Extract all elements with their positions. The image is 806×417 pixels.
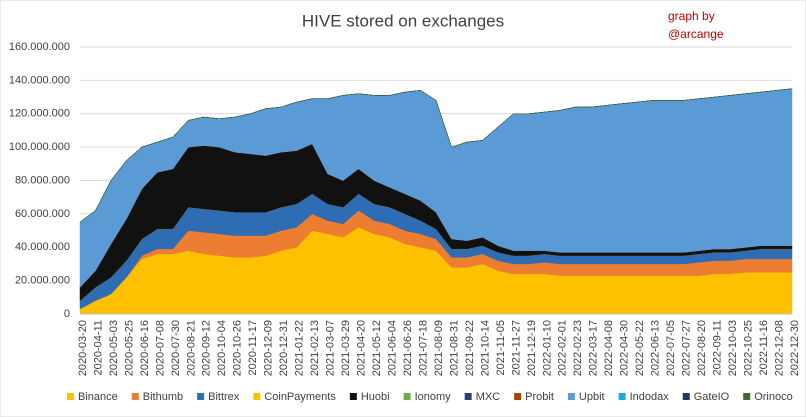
legend-label: Upbit (579, 391, 605, 403)
y-tick-label: 40.000.000 (15, 241, 70, 253)
x-tick-label: 2022-06-13 (650, 320, 662, 376)
legend-label: GateIO (694, 391, 730, 403)
legend-swatch (131, 393, 139, 400)
legend-swatch (403, 393, 411, 400)
x-tick-label: 2020-08-21 (185, 320, 197, 376)
y-tick-label: 0 (64, 308, 70, 320)
x-tick-label: 2022-12-08 (773, 320, 785, 376)
x-tick-label: 2022-04-30 (619, 320, 631, 376)
x-tick-label: 2021-08-31 (448, 320, 460, 376)
x-tick-label: 2020-12-09 (263, 320, 275, 376)
x-tick-label: 2020-09-12 (201, 320, 213, 376)
x-tick-label: 2022-02-23 (572, 320, 584, 376)
x-tick-label: 2022-07-05 (665, 320, 677, 376)
legend-swatch (567, 393, 575, 400)
x-tick-label: 2020-07-08 (154, 320, 166, 376)
x-tick-label: 2022-10-25 (742, 320, 754, 376)
y-tick-label: 120.000.000 (9, 108, 70, 120)
x-tick-label: 2021-02-13 (309, 320, 321, 376)
legend-swatch (197, 393, 205, 400)
x-tick-label: 2020-07-30 (170, 320, 182, 376)
x-tick-label: 2022-05-22 (634, 320, 646, 376)
x-tick-label: 2020-12-31 (278, 320, 290, 376)
x-tick-label: 2021-03-07 (325, 320, 337, 376)
legend-label: Bithumb (143, 391, 183, 403)
y-tick-label: 20.000.000 (15, 275, 70, 287)
x-tick-label: 2022-07-27 (681, 320, 693, 376)
x-tick-label: 2020-04-11 (92, 320, 104, 375)
y-tick-label: 140.000.000 (9, 74, 70, 86)
x-tick-label: 2021-07-18 (417, 320, 429, 376)
x-tick-label: 2020-03-20 (77, 320, 89, 376)
chart-title: HIVE stored on exchanges (302, 11, 504, 30)
x-tick-label: 2021-06-04 (386, 320, 398, 376)
legend-label: Huobi (361, 391, 390, 403)
x-tick-label: 2020-05-25 (123, 320, 135, 376)
legend-label: MXC (476, 391, 501, 403)
legend-swatch (464, 393, 472, 400)
area (79, 88, 793, 223)
legend-label: Ionomy (415, 391, 452, 403)
x-tick-label: 2021-08-09 (433, 320, 445, 376)
legend-swatch (253, 393, 261, 400)
x-tick-label: 2021-05-12 (371, 320, 383, 376)
legend-label: Bittrex (208, 391, 240, 403)
legend-swatch (682, 393, 690, 400)
x-tick-label: 2022-04-08 (603, 320, 615, 376)
x-tick-label: 2022-12-30 (789, 320, 801, 376)
legend-swatch (67, 393, 74, 400)
x-tick-label: 2020-06-16 (139, 320, 151, 376)
x-tick-label: 2020-11-17 (247, 320, 259, 375)
legend-label: Indodax (630, 391, 670, 403)
x-tick-label: 2021-01-22 (294, 320, 306, 376)
x-tick-label: 2021-11-27 (510, 320, 522, 375)
legend-swatch (743, 393, 751, 400)
legend-label: Probit (525, 391, 554, 403)
x-tick-label: 2021-04-20 (356, 320, 368, 376)
x-tick-label: 2021-03-29 (340, 320, 352, 376)
legend-label: CoinPayments (264, 391, 336, 403)
x-tick-label: 2022-08-20 (696, 320, 708, 376)
legend-swatch (349, 393, 357, 400)
legend-label: Orinoco (754, 391, 793, 403)
x-tick-label: 2020-05-03 (108, 320, 120, 376)
legend-label: Binance (78, 391, 118, 403)
x-tick-label: 2022-01-10 (541, 320, 553, 376)
x-tick-label: 2021-12-19 (526, 320, 538, 376)
x-tick-label: 2021-06-26 (402, 320, 414, 376)
x-tick-label: 2021-10-14 (479, 320, 491, 376)
x-tick-label: 2022-10-03 (727, 320, 739, 376)
x-tick-label: 2020-10-04 (216, 320, 228, 376)
x-tick-label: 2022-02-01 (557, 320, 569, 376)
x-tick-label: 2022-09-11 (712, 320, 724, 375)
legend-swatch (618, 393, 626, 400)
x-tick-label: 2022-11-16 (758, 320, 770, 375)
x-tick-label: 2021-09-22 (464, 320, 476, 376)
annotation: graph by @arcange (668, 9, 724, 41)
y-tick-label: 160.000.000 (9, 41, 70, 53)
x-tick-label: 2022-03-17 (588, 320, 600, 376)
y-tick-label: 100.000.000 (9, 141, 70, 153)
x-tick-label: 2021-11-05 (495, 320, 507, 375)
y-tick-label: 80.000.000 (15, 174, 70, 186)
legend-swatch (514, 393, 522, 400)
y-tick-label: 60.000.000 (15, 208, 70, 220)
x-tick-label: 2020-10-26 (232, 320, 244, 376)
